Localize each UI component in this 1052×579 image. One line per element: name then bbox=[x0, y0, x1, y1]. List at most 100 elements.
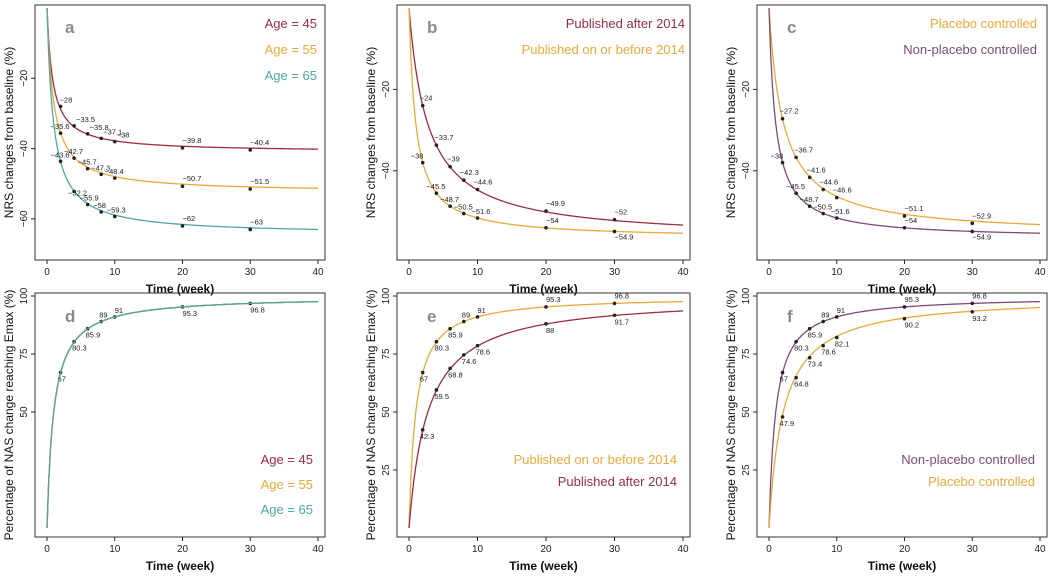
data-point bbox=[58, 104, 63, 109]
data-point bbox=[248, 187, 253, 191]
data-point bbox=[821, 211, 825, 216]
y-tick-label: 50 bbox=[741, 406, 752, 418]
x-tick-label: 40 bbox=[677, 544, 689, 555]
x-tick-label: 40 bbox=[312, 267, 324, 278]
data-label: 67 bbox=[58, 375, 66, 384]
plot-frame bbox=[756, 4, 1048, 261]
data-point bbox=[821, 187, 825, 192]
data-label: −63 bbox=[250, 217, 263, 226]
x-tick-label: 20 bbox=[540, 544, 552, 555]
y-tick-label: 25 bbox=[381, 464, 392, 476]
data-point bbox=[85, 166, 90, 171]
x-axis-title: Time (week) bbox=[509, 559, 577, 573]
plot-frame bbox=[396, 292, 691, 538]
series-line-2 bbox=[46, 7, 319, 189]
data-point bbox=[420, 103, 425, 108]
legend-entry: Non-placebo controlled bbox=[903, 42, 1037, 57]
legend-entry: Age = 55 bbox=[265, 42, 317, 57]
x-tick-label: 0 bbox=[406, 544, 412, 555]
data-point bbox=[462, 178, 466, 182]
data-label: −54 bbox=[546, 216, 559, 225]
data-point bbox=[780, 415, 785, 419]
data-point bbox=[821, 319, 825, 324]
data-label: −47.3 bbox=[91, 163, 110, 172]
data-label: −39.8 bbox=[183, 136, 202, 145]
panel-a: 0 10 20 30 40 −60 −40 −20 Time (week) NRS changes… bbox=[2, 4, 326, 296]
data-label: −50.5 bbox=[813, 203, 832, 212]
data-label: 42.3 bbox=[420, 432, 435, 441]
data-point bbox=[902, 316, 907, 321]
data-point bbox=[794, 375, 798, 380]
y-tick-label: 50 bbox=[19, 406, 30, 418]
data-label: 47.9 bbox=[780, 419, 795, 428]
data-point bbox=[970, 309, 975, 314]
x-tick-label: 40 bbox=[1034, 544, 1046, 555]
x-tick-label: 20 bbox=[177, 267, 189, 278]
data-point bbox=[902, 225, 907, 230]
data-label: 78.6 bbox=[476, 348, 491, 357]
data-label: −33.7 bbox=[434, 133, 453, 142]
data-point bbox=[58, 131, 63, 135]
legend-entry: Published after 2014 bbox=[558, 474, 677, 489]
y-tick-label: 75 bbox=[381, 348, 392, 360]
plot-frame bbox=[756, 292, 1048, 538]
data-label: −45.5 bbox=[786, 182, 805, 191]
data-label: −42.7 bbox=[64, 147, 83, 156]
x-axis-title: Time (week) bbox=[146, 559, 214, 573]
data-label: 73.4 bbox=[808, 360, 823, 369]
data-point bbox=[112, 214, 117, 219]
data-point bbox=[612, 229, 617, 234]
legend-entry: Published after 2014 bbox=[566, 16, 685, 31]
data-label: 85.9 bbox=[86, 331, 101, 340]
data-point bbox=[462, 353, 466, 357]
data-label: −51.6 bbox=[831, 207, 850, 216]
data-point bbox=[462, 211, 466, 216]
y-tick-label: 75 bbox=[741, 348, 752, 360]
data-point bbox=[434, 191, 439, 195]
y-axis-title: Percentage of NAS change reaching Emax (… bbox=[724, 290, 738, 541]
data-point bbox=[970, 301, 975, 306]
x-tick-label: 40 bbox=[312, 544, 324, 555]
data-point bbox=[612, 313, 617, 318]
data-point bbox=[807, 175, 812, 180]
y-axis-title: Percentage of NAS change reaching Emax (… bbox=[2, 290, 16, 541]
data-label: 85.9 bbox=[808, 331, 823, 340]
data-point bbox=[112, 139, 117, 144]
x-tick-label: 30 bbox=[609, 267, 621, 278]
data-point bbox=[448, 164, 452, 169]
x-tick-label: 30 bbox=[967, 267, 979, 278]
data-point bbox=[99, 210, 103, 214]
data-label: 80.3 bbox=[72, 344, 87, 353]
data-label: 59.5 bbox=[434, 392, 449, 401]
data-point bbox=[420, 370, 425, 375]
data-point bbox=[475, 216, 480, 220]
data-label: −50.5 bbox=[454, 203, 473, 212]
legend-entry: Age = 65 bbox=[261, 502, 313, 517]
data-point bbox=[448, 366, 452, 371]
plot-frame bbox=[34, 292, 326, 538]
data-label: −45.5 bbox=[426, 182, 445, 191]
panel-letter: e bbox=[427, 307, 436, 326]
data-label: 68.8 bbox=[448, 370, 463, 379]
data-label: −44.6 bbox=[819, 178, 838, 187]
data-point bbox=[780, 116, 785, 121]
data-label: −50.7 bbox=[183, 174, 202, 183]
data-label: −54.9 bbox=[615, 232, 634, 241]
panel-b: 0 10 20 30 40 −40 −20 Time (week) NRS changes fr… bbox=[364, 4, 691, 296]
data-point bbox=[794, 339, 798, 344]
x-tick-label: 0 bbox=[44, 267, 50, 278]
data-label: −52.2 bbox=[68, 188, 87, 197]
legend-entry: Age = 65 bbox=[265, 68, 317, 83]
data-label: 78.6 bbox=[821, 348, 836, 357]
data-point bbox=[72, 189, 76, 194]
x-tick-label: 0 bbox=[766, 267, 772, 278]
data-point bbox=[794, 191, 798, 195]
panel-d: 0 10 20 30 40 50 75 100 Time (week) Percentage of… bbox=[2, 287, 326, 573]
data-label: −59.3 bbox=[107, 205, 126, 214]
data-label: 74.6 bbox=[462, 357, 477, 366]
y-tick-label: 75 bbox=[19, 348, 30, 360]
data-point bbox=[544, 322, 548, 326]
data-label: −38 bbox=[411, 152, 424, 161]
legend-entry: Age = 55 bbox=[261, 477, 313, 492]
x-tick-label: 10 bbox=[831, 544, 843, 555]
